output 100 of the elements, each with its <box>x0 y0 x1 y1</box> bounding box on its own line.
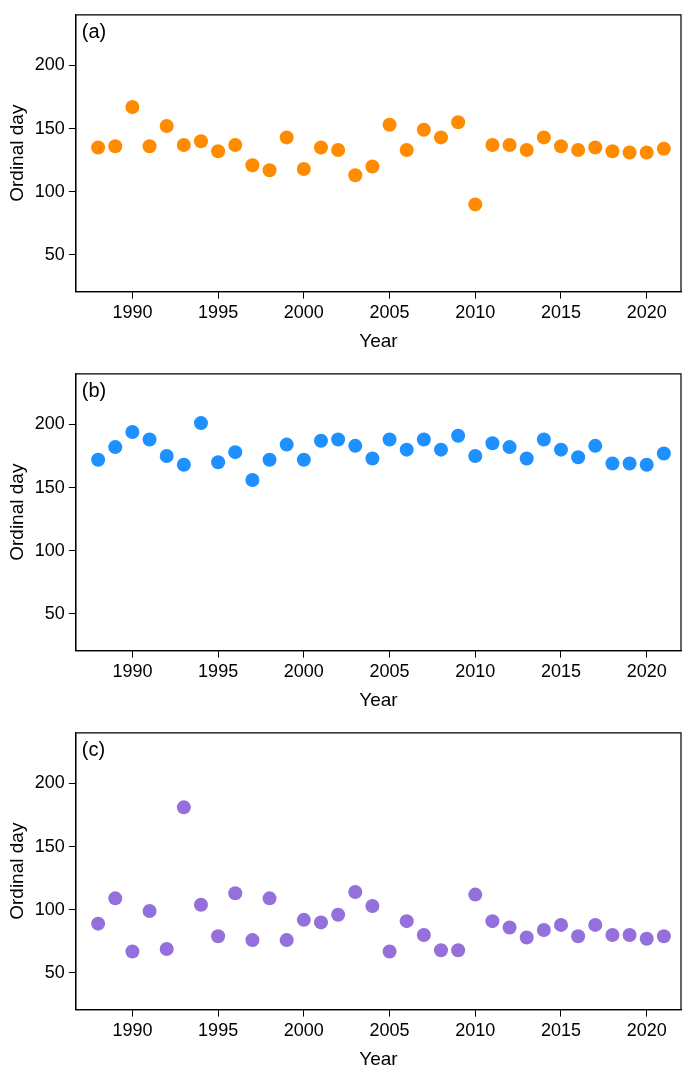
point <box>656 929 671 944</box>
point <box>176 800 191 815</box>
y-tick-label: 50 <box>44 243 65 264</box>
point <box>211 455 226 470</box>
point <box>91 916 106 931</box>
point <box>125 944 140 959</box>
point <box>91 140 106 155</box>
point <box>554 442 568 457</box>
point <box>639 145 654 160</box>
point <box>176 457 191 472</box>
point <box>554 139 568 154</box>
x-tick-label: 1995 <box>198 661 239 682</box>
point <box>262 452 277 467</box>
point <box>502 137 517 152</box>
point <box>588 438 603 453</box>
point <box>142 904 157 919</box>
y-axis-title: Ordinal day <box>5 104 27 202</box>
point <box>588 917 603 932</box>
point <box>313 433 328 448</box>
x-tick-label: 2005 <box>369 1020 410 1041</box>
point <box>416 928 431 943</box>
y-tick-label: 100 <box>34 180 65 201</box>
point <box>365 898 380 913</box>
point <box>91 452 106 467</box>
point <box>502 920 517 935</box>
y-tick-label: 150 <box>34 476 65 497</box>
point <box>536 130 551 145</box>
point <box>159 941 174 956</box>
point <box>399 143 414 158</box>
point <box>622 928 637 943</box>
point <box>605 456 620 471</box>
x-tick-label: 2020 <box>626 302 667 323</box>
point <box>279 130 294 145</box>
point <box>571 929 586 944</box>
x-axis-title: Year <box>359 1047 399 1069</box>
point <box>245 158 260 173</box>
x-tick-label: 2020 <box>626 1020 667 1041</box>
x-tick-label: 2015 <box>540 1020 582 1041</box>
y-tick-label: 100 <box>34 898 65 919</box>
x-tick-label: 2015 <box>540 661 582 682</box>
point <box>536 922 551 937</box>
point <box>468 197 483 212</box>
point <box>622 456 637 471</box>
point <box>519 143 534 158</box>
point <box>228 137 243 152</box>
x-tick-label: 2000 <box>283 1020 324 1041</box>
annotation: (b) <box>81 379 107 402</box>
point <box>433 442 448 457</box>
point <box>193 134 208 149</box>
y-axis-title: Ordinal day <box>5 463 27 561</box>
point <box>279 437 294 452</box>
point <box>433 943 448 958</box>
point <box>365 451 380 466</box>
point <box>348 168 363 183</box>
point <box>159 119 174 134</box>
point <box>571 143 586 158</box>
point <box>296 912 311 927</box>
point <box>399 442 414 457</box>
point <box>382 432 397 447</box>
point <box>142 139 157 154</box>
point <box>382 117 397 132</box>
point <box>331 907 346 922</box>
point <box>485 436 500 451</box>
point <box>193 897 208 912</box>
y-tick-label: 100 <box>34 539 65 560</box>
point <box>382 944 397 959</box>
point <box>399 914 414 929</box>
point <box>193 416 208 431</box>
annotation: (c) <box>81 738 106 761</box>
point <box>519 930 534 945</box>
x-tick-label: 2000 <box>283 661 324 682</box>
x-tick-label: 2000 <box>283 302 324 323</box>
point <box>485 914 500 929</box>
y-axis-title: Ordinal day <box>5 822 27 920</box>
point <box>211 929 226 944</box>
x-tick-label: 2020 <box>626 661 667 682</box>
point <box>313 915 328 930</box>
point <box>159 448 174 463</box>
x-axis-title: Year <box>359 329 399 351</box>
x-tick-label: 1995 <box>198 1020 239 1041</box>
y-tick-label: 200 <box>34 54 65 75</box>
x-tick-label: 2005 <box>369 302 410 323</box>
x-tick-label: 2010 <box>455 1020 496 1041</box>
point <box>433 130 448 145</box>
y-tick-label: 200 <box>34 413 65 434</box>
y-tick-label: 50 <box>44 602 65 623</box>
point <box>554 917 568 932</box>
x-tick-label: 2015 <box>540 302 582 323</box>
point <box>605 928 620 943</box>
point <box>605 144 620 159</box>
point <box>468 887 483 902</box>
point <box>262 163 277 178</box>
point <box>656 446 671 461</box>
point <box>485 137 500 152</box>
point <box>451 943 466 958</box>
point <box>348 438 363 453</box>
y-tick-label: 150 <box>34 835 65 856</box>
point <box>416 122 431 137</box>
annotation: (a) <box>81 20 107 43</box>
y-tick-label: 50 <box>44 961 65 982</box>
